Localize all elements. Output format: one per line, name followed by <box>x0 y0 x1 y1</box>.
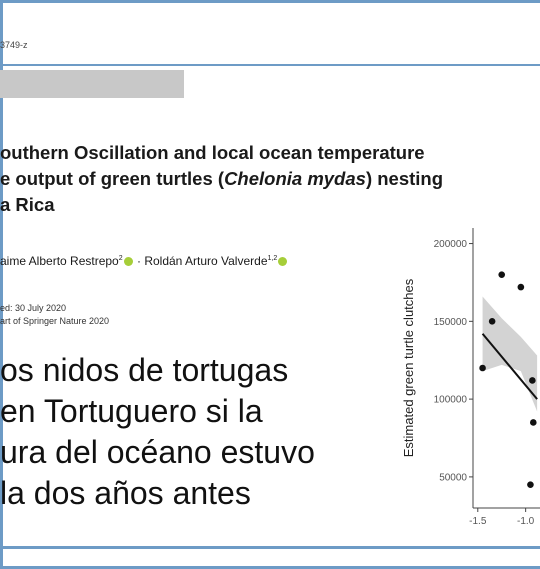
author-list: aime Alberto Restrepo2 · Roldán Arturo V… <box>0 254 288 268</box>
caption-line-4: la dos años antes <box>0 475 251 511</box>
copyright-notice: art of Springer Nature 2020 <box>0 316 110 326</box>
x-tick-label: -1.0 <box>517 516 535 527</box>
data-point <box>530 419 537 426</box>
header-rule <box>0 64 540 66</box>
title-line-1: outhern Oscillation and local ocean temp… <box>0 142 425 163</box>
title-line-3: a Rica <box>0 194 55 215</box>
bottom-rule <box>0 546 540 549</box>
publication-dates: ed: 30 July 2020 art of Springer Nature … <box>0 302 109 328</box>
y-tick-label: 100000 <box>434 395 468 406</box>
caption-line-3: ura del océano estuvo <box>0 434 315 470</box>
data-point <box>498 271 506 278</box>
data-point <box>488 318 496 325</box>
x-tick-label: -1.5 <box>469 516 487 527</box>
title-line-2-pre: e output of green turtles ( <box>0 168 225 189</box>
y-axis-label: Estimated green turtle clutches <box>401 278 416 457</box>
data-points <box>479 271 537 488</box>
data-point <box>529 377 536 384</box>
fit-line <box>481 333 538 400</box>
orcid-icon[interactable] <box>123 257 133 267</box>
title-species: Chelonia mydas <box>224 168 366 189</box>
author-2[interactable]: Roldán Arturo Valverde <box>144 254 268 268</box>
y-tick-label: 150000 <box>434 317 468 328</box>
y-tick-group: 50000 100000 150000 200000 <box>434 239 473 483</box>
x-tick-group: -1.5 -1.0 <box>469 508 535 527</box>
doi-text: 3749-z <box>0 40 28 50</box>
author-1[interactable]: aime Alberto Restrepo <box>0 254 119 268</box>
published-date: ed: 30 July 2020 <box>0 303 67 313</box>
paper-title: outhern Oscillation and local ocean temp… <box>0 140 520 218</box>
confidence-band <box>482 296 538 412</box>
chart-ylabel-group: Estimated green turtle clutches <box>401 278 416 457</box>
y-tick-label: 200000 <box>434 239 468 250</box>
data-point <box>527 481 534 488</box>
y-tick-label: 50000 <box>439 472 467 483</box>
caption-line-2: en Tortuguero si la <box>0 393 263 429</box>
author-separator: · <box>133 254 145 268</box>
orcid-icon[interactable] <box>278 257 288 267</box>
caption-line-1: os nidos de tortugas <box>0 352 289 388</box>
title-line-2-post: ) nesting <box>365 168 444 189</box>
data-point <box>479 364 486 372</box>
scatter-chart: Estimated green turtle clutches 50000 100… <box>401 228 540 527</box>
author-2-affiliation: 1,2 <box>267 255 278 262</box>
data-point <box>517 283 525 291</box>
author-1-affiliation: 2 <box>118 255 123 262</box>
journal-banner-bar <box>0 70 184 98</box>
spanish-caption-overlay: os nidos de tortugas en Tortuguero si la… <box>0 350 420 514</box>
